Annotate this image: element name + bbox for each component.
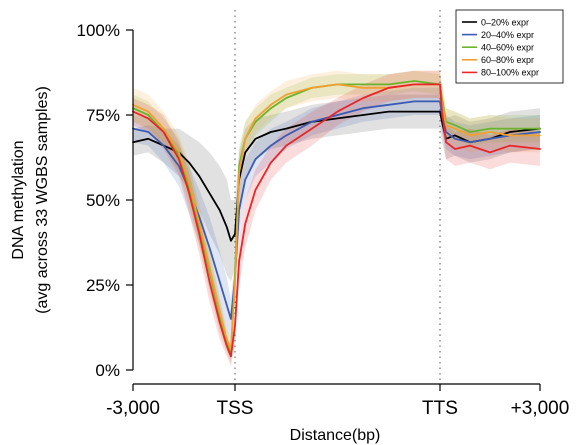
x-tick-label: +3,000 [511, 398, 570, 419]
legend: 0–20% expr 20–40% expr 40–60% expr 60–80% e… [455, 9, 564, 84]
y-tick-label: 0% [95, 361, 120, 380]
series-line-3 [132, 83, 541, 351]
series-lines [132, 80, 541, 358]
legend-label-1: 20–40% expr [481, 30, 534, 40]
x-axis: -3,000 TSS TTS +3,000 [106, 383, 569, 419]
x-tick-label: TTS [422, 398, 458, 419]
x-tick-label: TSS [217, 398, 254, 419]
x-tick-label: -3,000 [106, 398, 160, 419]
series-line-4 [132, 83, 541, 358]
reference-lines [234, 10, 441, 384]
legend-label-2: 40–60% expr [481, 43, 534, 53]
y-axis: 0% 25% 50% 75% 100% [77, 21, 134, 380]
x-ticks: -3,000 TSS TTS +3,000 [106, 384, 569, 419]
legend-label-0: 0–20% expr [481, 17, 529, 27]
y-ticks: 0% 25% 50% 75% 100% [77, 21, 133, 380]
y-tick-label: 75% [86, 106, 120, 125]
series-line-0 [132, 110, 541, 242]
y-axis-title-line1: DNA methylation [10, 140, 27, 259]
y-tick-label: 50% [86, 191, 120, 210]
y-tick-label: 100% [77, 21, 120, 40]
y-axis-title-line2: (avg across 33 WGBS samples) [34, 86, 51, 314]
x-axis-title: Distance(bp) [290, 427, 381, 444]
legend-items: 0–20% expr 20–40% expr 40–60% expr 60–80% e… [462, 17, 539, 78]
legend-label-4: 80–100% expr [481, 68, 539, 78]
legend-label-3: 60–80% expr [481, 55, 534, 65]
y-tick-label: 25% [86, 276, 120, 295]
